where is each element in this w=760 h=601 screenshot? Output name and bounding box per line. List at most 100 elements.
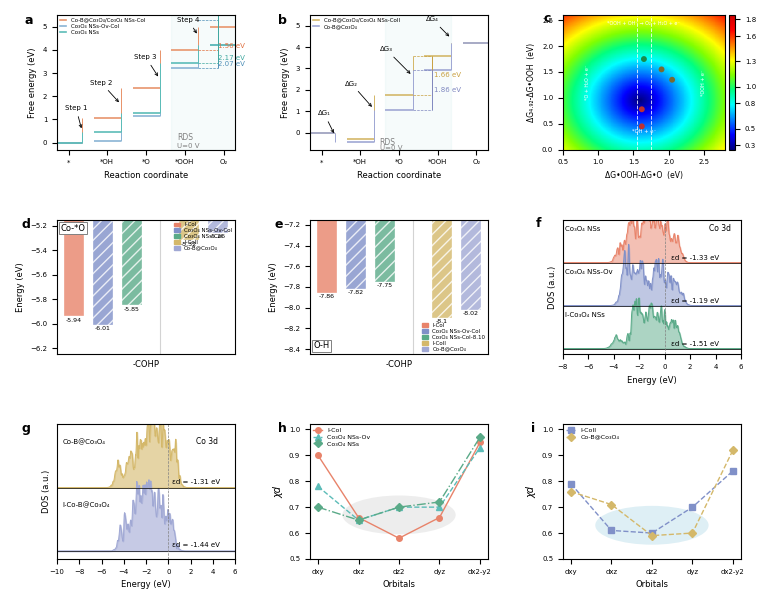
- Bar: [375, 0, 394, 282]
- X-axis label: -COHP: -COHP: [132, 360, 160, 369]
- Line: Co-B@Co₃O₄: Co-B@Co₃O₄: [568, 447, 736, 538]
- Text: Co-*O: Co-*O: [61, 224, 86, 233]
- Text: I-Co-B@Co₃O₄: I-Co-B@Co₃O₄: [62, 502, 110, 508]
- Text: h: h: [278, 422, 287, 435]
- Text: *OOH + e⁻: *OOH + e⁻: [701, 69, 706, 96]
- Co₃O₄ NSs: [354, 516, 363, 523]
- Co₃O₄ NSs: [476, 434, 485, 441]
- Text: RDS: RDS: [177, 133, 193, 142]
- Text: -7.75: -7.75: [376, 283, 393, 288]
- Y-axis label: Energy (eV): Energy (eV): [16, 262, 24, 312]
- Bar: [385, 15, 451, 150]
- Text: O-H: O-H: [314, 341, 330, 350]
- Bar: [346, 0, 366, 289]
- Text: *OOH + OH⁻ → O₂ + H₂O + e⁻: *OOH + OH⁻ → O₂ + H₂O + e⁻: [607, 21, 680, 26]
- Text: εd = -1.51 eV: εd = -1.51 eV: [671, 341, 719, 347]
- Text: Co₃O₄ NSs-Ov: Co₃O₄ NSs-Ov: [565, 269, 613, 275]
- Co-B@Co₃O₄: [566, 488, 575, 495]
- Y-axis label: ΔG₄.₉₂-ΔG•OOH  (eV): ΔG₄.₉₂-ΔG•OOH (eV): [527, 43, 537, 122]
- Legend: Co-B@Co₃O₄/Co₃O₄ NSs-CoI, Co₃O₄ NSs-Ov-CoI, Co₃O₄ NSs: Co-B@Co₃O₄/Co₃O₄ NSs-CoI, Co₃O₄ NSs-Ov-C…: [60, 18, 145, 35]
- X-axis label: Energy (eV): Energy (eV): [121, 580, 171, 589]
- Point: [655, 64, 667, 74]
- Bar: [317, 0, 337, 293]
- I-CoII: [688, 504, 697, 511]
- Text: Co 3d: Co 3d: [196, 437, 218, 446]
- Co₃O₄ NSs-Ov: [354, 516, 363, 523]
- Bar: [207, 0, 228, 233]
- Y-axis label: χd: χd: [527, 486, 537, 498]
- Text: Step 3: Step 3: [135, 54, 157, 76]
- I-CoI: [354, 514, 363, 521]
- I-CoI: [435, 514, 444, 521]
- Bar: [171, 15, 237, 150]
- Line: Co₃O₄ NSs-Ov: Co₃O₄ NSs-Ov: [315, 445, 483, 523]
- Ellipse shape: [342, 495, 456, 534]
- I-CoI: [313, 452, 322, 459]
- Text: 1.66 eV: 1.66 eV: [434, 72, 461, 78]
- Bar: [461, 0, 481, 310]
- Line: I-CoII: I-CoII: [568, 468, 736, 536]
- X-axis label: Reaction coordinate: Reaction coordinate: [357, 171, 441, 180]
- Co-B@Co₃O₄: [607, 501, 616, 508]
- Co-B@Co₃O₄: [688, 529, 697, 537]
- Text: -5.32: -5.32: [181, 242, 197, 246]
- Co₃O₄ NSs-Ov: [435, 504, 444, 511]
- Bar: [93, 0, 113, 325]
- Text: i: i: [530, 422, 535, 435]
- Text: I-Co₃O₄ NSs: I-Co₃O₄ NSs: [565, 312, 605, 318]
- Text: -6.01: -6.01: [95, 326, 111, 331]
- Text: ΔG₁: ΔG₁: [318, 111, 334, 132]
- Point: [638, 54, 650, 64]
- Co₃O₄ NSs-Ov: [476, 444, 485, 451]
- Text: εd = -1.31 eV: εd = -1.31 eV: [172, 478, 220, 484]
- Legend: I-CoI, Co₃O₄ NSs-Ov-CoI, Co₃O₄ NSs-CoI-8.10, I-CoII, Co-B@Co₃O₄: I-CoI, Co₃O₄ NSs-Ov-CoI, Co₃O₄ NSs-CoI-8…: [423, 323, 486, 352]
- Co₃O₄ NSs-Ov: [313, 483, 322, 490]
- Text: -5.85: -5.85: [124, 307, 140, 311]
- Text: a: a: [25, 14, 33, 26]
- Bar: [179, 0, 199, 240]
- Text: ΔG₃: ΔG₃: [380, 46, 410, 73]
- Co₃O₄ NSs: [394, 504, 404, 511]
- Y-axis label: DOS (a.u.): DOS (a.u.): [548, 266, 557, 308]
- Text: -5.26: -5.26: [210, 234, 226, 239]
- Y-axis label: DOS (a.u.): DOS (a.u.): [43, 470, 52, 513]
- Point: [635, 121, 648, 131]
- Point: [666, 75, 678, 85]
- Text: ΔG₂: ΔG₂: [345, 81, 372, 106]
- Text: RDS: RDS: [380, 138, 396, 147]
- Y-axis label: Free energy (eV): Free energy (eV): [281, 47, 290, 118]
- Text: g: g: [21, 422, 30, 435]
- X-axis label: Orbitals: Orbitals: [635, 580, 669, 589]
- Y-axis label: Free energy (eV): Free energy (eV): [28, 47, 37, 118]
- Text: 1.86 eV: 1.86 eV: [434, 87, 461, 93]
- Text: *OH + e⁻: *OH + e⁻: [632, 129, 656, 134]
- Bar: [122, 0, 142, 305]
- Co-B@Co₃O₄: [728, 447, 737, 454]
- Text: εd = -1.33 eV: εd = -1.33 eV: [671, 255, 719, 261]
- X-axis label: -COHP: -COHP: [385, 360, 413, 369]
- I-CoII: [648, 529, 657, 537]
- Text: f: f: [536, 217, 542, 230]
- I-CoI: [476, 439, 485, 446]
- Text: -8.1: -8.1: [436, 319, 448, 324]
- Text: c: c: [543, 13, 551, 25]
- Text: 1.56 eV: 1.56 eV: [217, 43, 245, 49]
- I-CoII: [566, 480, 575, 487]
- Co-B@Co₃O₄: [648, 532, 657, 539]
- Text: U=0 V: U=0 V: [177, 144, 200, 150]
- Text: -8.02: -8.02: [463, 311, 479, 316]
- Y-axis label: Energy (eV): Energy (eV): [268, 262, 277, 312]
- Text: 2.07 eV: 2.07 eV: [217, 61, 245, 67]
- Bar: [432, 0, 452, 318]
- Co₃O₄ NSs: [435, 498, 444, 505]
- Text: b: b: [278, 14, 287, 26]
- Text: *O + H₂O + e⁻: *O + H₂O + e⁻: [585, 64, 590, 100]
- Text: εd = -1.44 eV: εd = -1.44 eV: [172, 542, 220, 548]
- Text: εd = -1.19 eV: εd = -1.19 eV: [671, 297, 719, 304]
- Point: [635, 105, 648, 114]
- I-CoII: [728, 468, 737, 475]
- Text: ΔG₄: ΔG₄: [426, 16, 448, 36]
- X-axis label: Reaction coordinate: Reaction coordinate: [104, 171, 188, 180]
- Legend: I-CoII, Co-B@Co₃O₄: I-CoII, Co-B@Co₃O₄: [566, 427, 619, 440]
- Text: Step 4: Step 4: [177, 17, 199, 33]
